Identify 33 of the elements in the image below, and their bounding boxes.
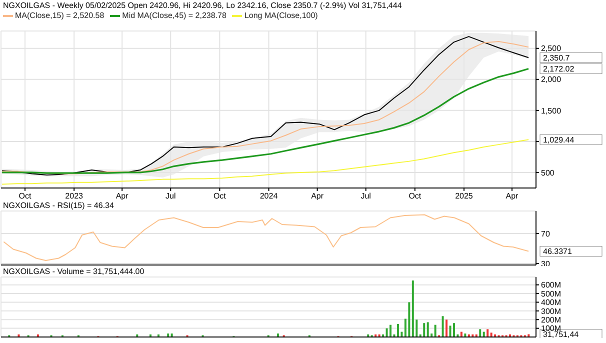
annotation: 1,029.44: [543, 136, 575, 145]
y-tick-label: 600M: [541, 280, 562, 290]
x-tick-label: Apr: [116, 192, 129, 201]
x-tick-label: Oct: [213, 192, 227, 201]
x-tick-label: Oct: [18, 192, 32, 201]
y-tick-label: 200M: [541, 315, 562, 324]
x-tick-label: Apr: [506, 192, 519, 201]
x-tick-label: Jul: [360, 192, 372, 201]
annotation: 2,172.02: [543, 64, 575, 74]
x-tick-label: 2025: [455, 192, 474, 201]
y-tick-label: 30: [541, 259, 550, 268]
y-tick-label: 400M: [541, 298, 562, 308]
x-tick-label: Apr: [311, 192, 324, 201]
annotation: 46.3371: [543, 247, 572, 256]
chart-title: NGXOILGAS - RSI(15) = 46.34: [3, 201, 114, 210]
legend-label: Long MA(Close,100): [243, 11, 318, 20]
annotation: 31,751,44: [543, 330, 580, 340]
x-tick-label: Jul: [166, 192, 176, 201]
y-tick-label: 2,000: [541, 75, 562, 84]
x-tick-label: 2024: [260, 192, 278, 201]
y-tick-label: 300M: [541, 306, 562, 316]
legend-label: MA(Close,15) = 2,520.58: [14, 11, 104, 20]
y-tick-label: 70: [541, 229, 550, 238]
annotation: 2,350.7: [543, 54, 570, 63]
y-tick-label: 500: [541, 168, 555, 178]
chart-title: NGXOILGAS - Volume = 31,751,444.00: [3, 267, 144, 276]
x-tick-label: Oct: [408, 192, 422, 201]
y-tick-label: 500M: [541, 289, 562, 298]
x-tick-label: 2023: [65, 192, 84, 201]
y-tick-label: 1,500: [541, 106, 562, 116]
y-tick-label: 2,500: [541, 44, 562, 54]
legend-label: Mid MA(Close,45) = 2,238.78: [121, 11, 226, 20]
chart-title: NGXOILGAS - Weekly 05/02/2025 Open 2420.96, Hi 2420.96, Lo 2342.16, Close 2350.7 (-2.9%) Vol 31,751,444: [3, 1, 402, 10]
